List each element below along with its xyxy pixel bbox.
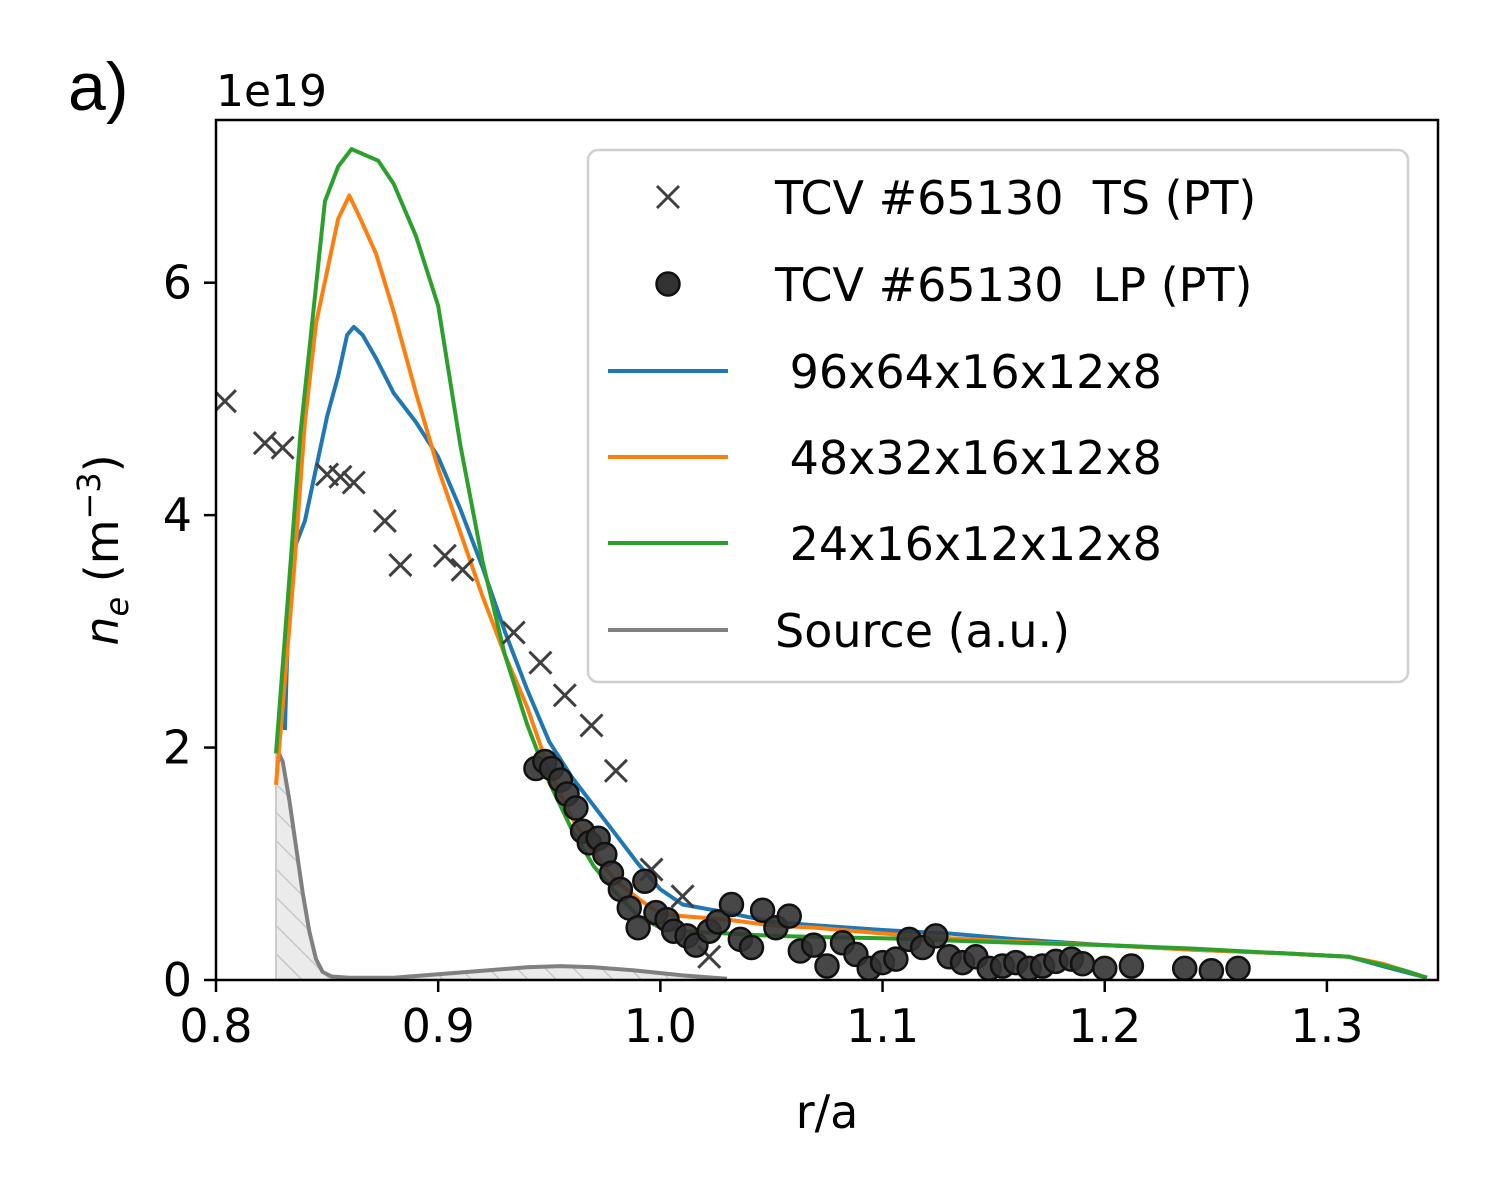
ts-point bbox=[432, 543, 457, 568]
lp-point bbox=[800, 932, 827, 958]
lp-point bbox=[1171, 955, 1198, 980]
lp-point bbox=[625, 914, 651, 941]
ts-point bbox=[603, 758, 628, 783]
y-tick-label: 6 bbox=[163, 256, 192, 310]
x-tick-label: 0.8 bbox=[179, 999, 252, 1053]
legend-label: TCV #65130 TS (PT) bbox=[774, 171, 1256, 225]
lp-point bbox=[563, 795, 589, 821]
y-axis-title-close: ) bbox=[75, 454, 129, 472]
x-tick-label: 1.2 bbox=[1068, 999, 1141, 1053]
y-axis-title-symbol: n bbox=[75, 617, 129, 646]
ts-point bbox=[341, 470, 366, 495]
y-axis: 0 2 4 6 bbox=[163, 256, 216, 1007]
lp-point bbox=[883, 946, 909, 972]
x-tick-label: 1.0 bbox=[624, 999, 697, 1053]
lp-point bbox=[718, 891, 745, 918]
ts-point bbox=[450, 557, 475, 582]
series-line-source bbox=[274, 746, 728, 980]
lp-point bbox=[738, 934, 765, 961]
legend-label: 96x64x16x12x8 bbox=[775, 345, 1162, 399]
x-axis-title: r/a bbox=[796, 1085, 859, 1139]
ts-point bbox=[388, 553, 413, 578]
legend-label: Source (a.u.) bbox=[775, 604, 1070, 658]
panel-label: a) bbox=[68, 49, 128, 125]
ts-point bbox=[328, 464, 353, 489]
lp-point bbox=[749, 897, 776, 924]
x-tick-label: 1.3 bbox=[1290, 999, 1363, 1053]
legend-marker-ts bbox=[655, 184, 681, 210]
lp-point bbox=[1118, 953, 1145, 979]
ts-point bbox=[216, 389, 237, 414]
plot-frame bbox=[214, 118, 1440, 982]
legend-label: 48x32x16x12x8 bbox=[775, 431, 1162, 485]
legend-box bbox=[586, 148, 1410, 684]
x-tick-label: 0.9 bbox=[402, 999, 475, 1053]
legend-marker-lp bbox=[655, 271, 681, 297]
lp-point bbox=[1069, 950, 1096, 977]
legend-label: 24x16x12x12x8 bbox=[775, 517, 1162, 571]
ts-point bbox=[528, 650, 553, 675]
ts-point bbox=[552, 683, 577, 708]
lp-point bbox=[705, 909, 731, 935]
series-layer bbox=[216, 147, 1428, 980]
x-axis: 0.8 0.9 1.0 1.1 1.2 1.3 bbox=[179, 980, 1363, 1053]
lp-point bbox=[1198, 957, 1225, 980]
y-axis-title-unit: (m bbox=[75, 519, 129, 596]
y-tick-label: 2 bbox=[163, 721, 192, 775]
y-tick-label: 4 bbox=[163, 488, 192, 542]
ts-point bbox=[670, 884, 695, 909]
y-axis-title-subscript: e bbox=[98, 597, 136, 617]
lp-point bbox=[1225, 955, 1251, 980]
ts-point bbox=[501, 620, 526, 645]
y-axis-title-superscript: −3 bbox=[70, 472, 108, 519]
ts-point bbox=[372, 508, 397, 534]
ts-point bbox=[252, 431, 277, 456]
x-tick-label: 1.1 bbox=[846, 999, 919, 1053]
ts-point bbox=[579, 713, 604, 738]
lp-point bbox=[632, 868, 658, 894]
y-axis-title: ne (m−3) bbox=[70, 454, 136, 645]
legend: TCV #65130 TS (PT) TCV #65130 LP (PT) 96x… bbox=[586, 148, 1410, 684]
y-offset-label: 1e19 bbox=[216, 66, 327, 117]
lp-point bbox=[776, 903, 802, 929]
legend-label: TCV #65130 LP (PT) bbox=[774, 258, 1252, 312]
lp-point bbox=[1091, 955, 1118, 980]
y-tick-label: 0 bbox=[163, 953, 192, 1007]
lp-point bbox=[814, 953, 840, 979]
lp-point bbox=[923, 923, 949, 949]
ts-point bbox=[270, 435, 295, 460]
